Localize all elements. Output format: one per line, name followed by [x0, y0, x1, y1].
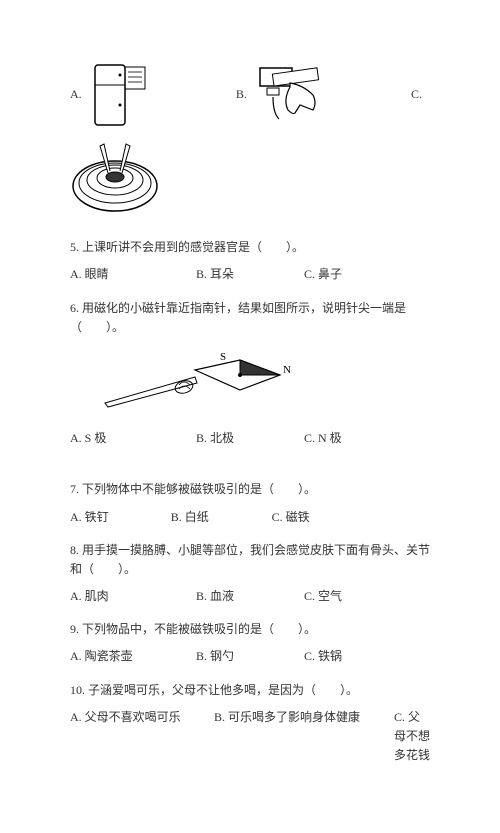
q10-opt-a: A. 父母不喜欢喝可乐	[70, 708, 214, 766]
q4-image-row: A. B. C.	[70, 60, 430, 130]
q10-opt-b: B. 可乐喝多了影响身体健康	[214, 708, 394, 766]
fridge-icon	[90, 60, 150, 130]
q4-opt-c-label: C.	[411, 85, 422, 104]
q7-text: 7. 下列物体中不能够被磁铁吸引的是（ ）。	[70, 480, 430, 499]
q7-options: A. 铁钉 B. 白纸 C. 磁铁	[70, 508, 430, 527]
q10-opt-c: C. 父母不想多花钱	[394, 708, 430, 766]
q8-opt-c: C. 空气	[304, 587, 430, 606]
q8-text: 8. 用手摸一摸胳膊、小腿等部位，我们会感觉皮肤下面有骨头、关节和（ ）。	[70, 541, 430, 579]
s-label: S	[220, 351, 226, 363]
q6-diagram: S N	[100, 345, 430, 421]
q6-options: A. S 极 B. 北极 C. N 极	[70, 429, 430, 448]
card-reader-icon	[255, 65, 325, 125]
q9-text: 9. 下列物品中，不能被磁铁吸引的是（ ）。	[70, 620, 430, 639]
q7-opt-a: A. 铁钉	[70, 508, 171, 527]
compass-needle-icon: S N	[100, 345, 300, 415]
q9-opt-b: B. 钢勺	[196, 647, 304, 666]
q6-opt-b: B. 北极	[196, 429, 304, 448]
q4-opt-a-label: A.	[70, 85, 82, 104]
q5-opt-a: A. 眼睛	[70, 265, 196, 284]
q5-opt-c: C. 鼻子	[304, 265, 430, 284]
q4-opt-b-label: B.	[236, 85, 247, 104]
q8-opt-a: A. 肌肉	[70, 587, 196, 606]
q9-opt-c: C. 铁锅	[304, 647, 430, 666]
q6-opt-a: A. S 极	[70, 429, 196, 448]
speaker-icon	[70, 138, 160, 218]
q7-opt-c: C. 磁铁	[272, 508, 430, 527]
q5-options: A. 眼睛 B. 耳朵 C. 鼻子	[70, 265, 430, 284]
q8-options: A. 肌肉 B. 血液 C. 空气	[70, 587, 430, 606]
q6-opt-c: C. N 极	[304, 429, 430, 448]
q5-opt-b: B. 耳朵	[196, 265, 304, 284]
q6-text: 6. 用磁化的小磁针靠近指南针，结果如图所示，说明针尖一端是（ ）。	[70, 299, 430, 337]
q9-options: A. 陶瓷茶壶 B. 钢勺 C. 铁锅	[70, 647, 430, 666]
q4-image-speaker	[70, 138, 430, 224]
q7-opt-b: B. 白纸	[171, 508, 272, 527]
q5-text: 5. 上课听讲不会用到的感觉器官是（ ）。	[70, 238, 430, 257]
q10-options: A. 父母不喜欢喝可乐 B. 可乐喝多了影响身体健康 C. 父母不想多花钱	[70, 708, 430, 766]
n-label: N	[283, 364, 291, 376]
q9-opt-a: A. 陶瓷茶壶	[70, 647, 196, 666]
q10-text: 10. 子涵爱喝可乐，父母不让他多喝，是因为（ ）。	[70, 681, 430, 700]
q8-opt-b: B. 血液	[196, 587, 304, 606]
